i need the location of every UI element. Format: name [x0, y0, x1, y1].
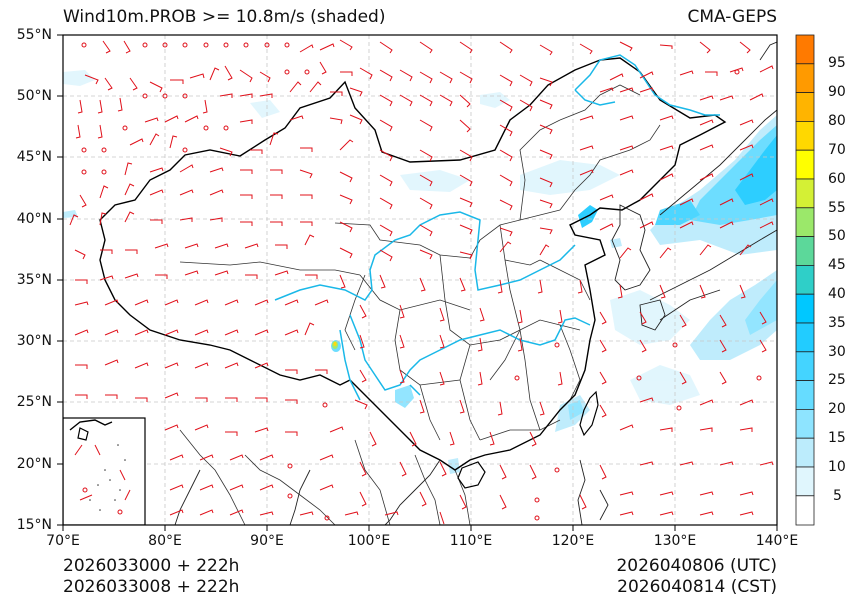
colorbar-label-90: 90 [828, 84, 846, 100]
china-national-border [99, 57, 727, 471]
taiwan-coast [579, 390, 599, 437]
axis-ticks [57, 34, 778, 531]
lat-label-40: 40°N [16, 211, 52, 227]
lon-label-140: 140°E [755, 533, 799, 549]
init-time-cst: 2026033008 + 222h [63, 577, 240, 597]
colorbar-label-10: 10 [828, 459, 846, 475]
valid-time-cst: 2026040814 (CST) [617, 577, 777, 597]
colorbar-label-55: 55 [828, 200, 846, 216]
lon-label-70: 70°E [46, 533, 80, 549]
lat-label-25: 25°N [16, 394, 52, 410]
colorbar-label-50: 50 [828, 228, 846, 244]
south-china-sea-inset [63, 417, 146, 525]
colorbar-label-30: 30 [828, 344, 846, 360]
lon-label-130: 130°E [653, 533, 697, 549]
lon-label-120: 120°E [551, 533, 595, 549]
chart-title: Wind10m.PROB >= 10.8m/s (shaded) [63, 7, 386, 27]
colorbar [795, 34, 815, 526]
lat-label-15: 15°N [16, 517, 52, 533]
model-label: CMA-GEPS [687, 7, 777, 27]
colorbar-label-25: 25 [828, 372, 846, 388]
lat-label-35: 35°N [16, 272, 52, 288]
valid-time-block: 2026040806 (UTC) 2026040814 (CST) [616, 556, 777, 598]
colorbar-label-5: 5 [833, 488, 842, 504]
colorbar-label-35: 35 [828, 315, 846, 331]
lon-label-90: 90°E [250, 533, 284, 549]
colorbar-label-95: 95 [828, 55, 846, 71]
colorbar-label-15: 15 [828, 430, 846, 446]
lat-label-45: 45°N [16, 149, 52, 165]
lat-label-30: 30°N [16, 333, 52, 349]
wind-barbs [69, 39, 774, 525]
init-time-utc: 2026033000 + 222h [63, 556, 240, 576]
hainan-coast [457, 461, 486, 489]
coastlines [174, 41, 777, 525]
colorbar-label-45: 45 [828, 257, 846, 273]
init-time-block: 2026033000 + 222h 2026033008 + 222h [63, 556, 239, 598]
rivers [274, 54, 720, 401]
colorbar-label-80: 80 [828, 113, 846, 129]
lat-label-55: 55°N [16, 27, 52, 43]
colorbar-label-20: 20 [828, 401, 846, 417]
colorbar-label-40: 40 [828, 286, 846, 302]
valid-time-utc: 2026040806 (UTC) [616, 556, 777, 576]
lon-label-80: 80°E [148, 533, 182, 549]
colorbar-label-60: 60 [828, 171, 846, 187]
lon-label-100: 100°E [347, 533, 391, 549]
graticule [63, 35, 777, 525]
lat-label-50: 50°N [16, 88, 52, 104]
lat-label-20: 20°N [16, 456, 52, 472]
colorbar-label-70: 70 [828, 142, 846, 158]
lon-label-110: 110°E [449, 533, 493, 549]
